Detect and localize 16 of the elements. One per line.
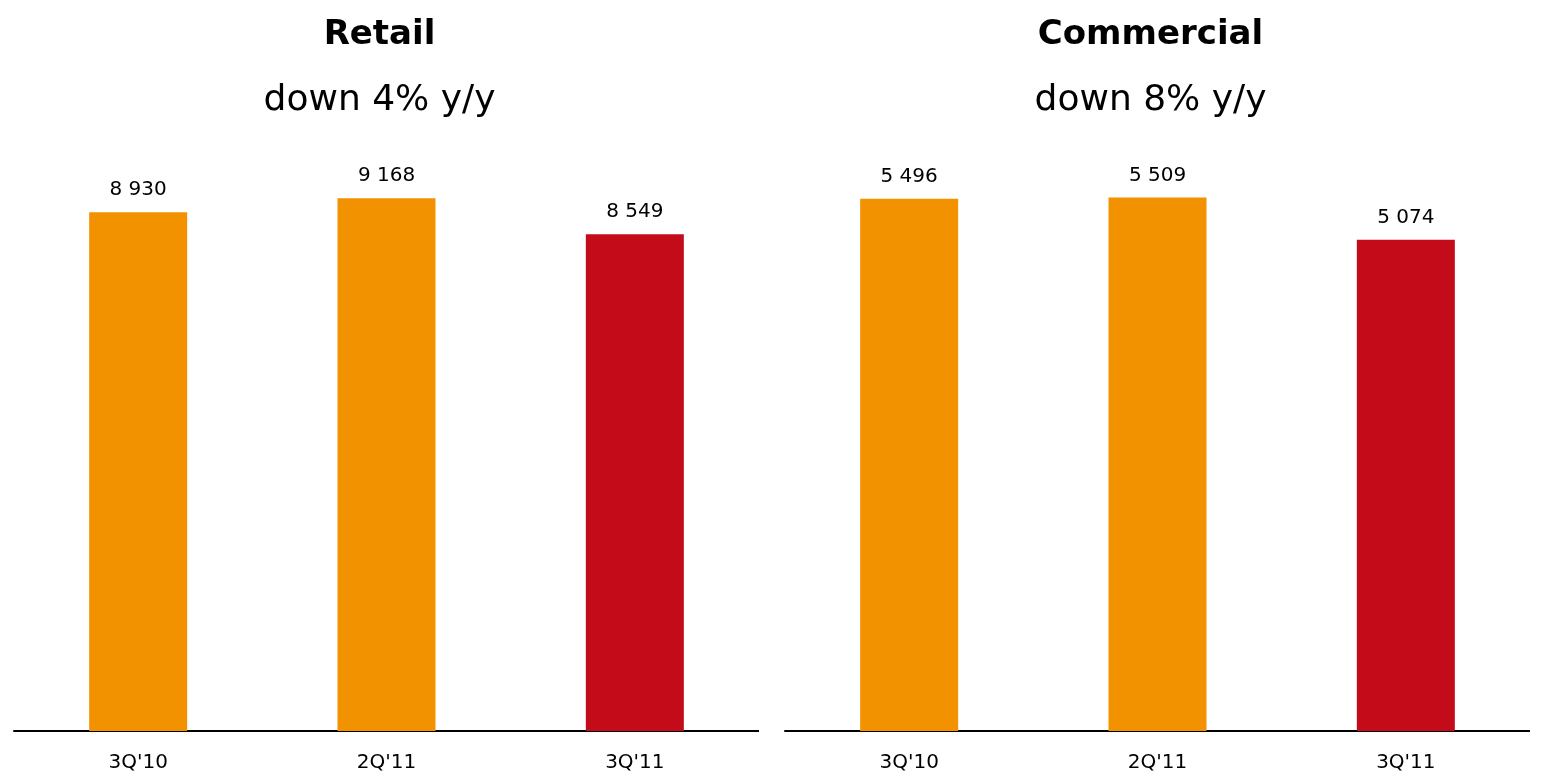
data-label: 8 549 (606, 198, 664, 223)
x-tick-label: 3Q'11 (1375, 749, 1436, 773)
chart-subtitle: down 8% y/y (1034, 76, 1266, 118)
data-label: 8 930 (109, 176, 167, 201)
data-label: 5 496 (880, 162, 938, 187)
x-tick-label: 2Q'11 (356, 749, 417, 773)
chart-title: Retail (323, 12, 436, 52)
x-tick-label: 3Q'11 (605, 749, 665, 773)
x-tick-label: 2Q'11 (1127, 749, 1187, 773)
x-tick-label: 3Q'10 (108, 749, 168, 773)
chart-subtitle: down 4% y/y (263, 76, 496, 118)
data-label: 5 509 (1128, 161, 1186, 186)
x-tick-label: 3Q'10 (878, 749, 939, 773)
data-label: 9 168 (357, 162, 416, 187)
chart-title: Commercial (1037, 12, 1263, 52)
data-label: 5 074 (1376, 203, 1434, 228)
